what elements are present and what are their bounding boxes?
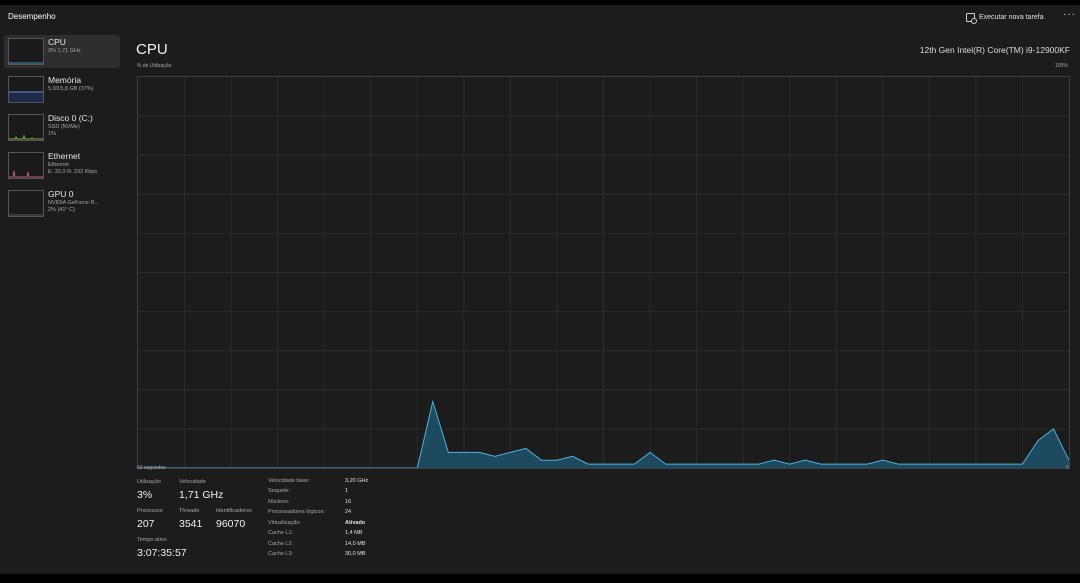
sidebar-item-detail: E: 32,0 R: 232 Kbps: [48, 169, 98, 175]
processes-label: Processos: [137, 508, 163, 514]
spec-value: 24: [345, 509, 352, 515]
handles-label: Identificadores: [216, 508, 252, 514]
sidebar-item-label: Disco 0 (C:): [48, 113, 93, 123]
graph-grid: [138, 77, 1069, 468]
sidebar-item-detail: NVIDIA GeForce R...: [48, 200, 100, 206]
sidebar-item-detail: Ethernet: [48, 162, 69, 168]
utilization-value: 3%: [137, 489, 153, 501]
spec-key: Velocidade base:: [268, 478, 310, 484]
gpu-thumbnail-graph: [8, 190, 44, 217]
sidebar-item-label: GPU 0: [48, 189, 74, 199]
y-axis-max-label: 100%: [1055, 63, 1068, 69]
sidebar-item-detail: 3% 1,71 GHz: [48, 48, 81, 54]
ethernet-thumbnail-graph: [8, 152, 44, 179]
title-bar: Desempenho Executar nova tarefa ···: [0, 5, 1080, 29]
uptime-value: 3:07:35:57: [137, 547, 187, 559]
sidebar-item-disk[interactable]: Disco 0 (C:) SSD (NVMe) 1%: [4, 111, 120, 144]
run-new-task-button[interactable]: Executar nova tarefa: [966, 10, 1044, 24]
sidebar-item-detail: SSD (NVMe): [48, 124, 80, 130]
sidebar-item-gpu[interactable]: GPU 0 NVIDIA GeForce R... 2% (41° C): [4, 187, 120, 220]
spec-value: 14,0 MB: [345, 541, 366, 547]
utilization-label: Utilização: [137, 479, 161, 485]
spec-key: Virtualização:: [268, 520, 301, 526]
cpu-graph-svg: [138, 77, 1069, 468]
run-task-icon: [966, 12, 977, 24]
spec-value: 1: [345, 488, 349, 494]
cpu-usage-line: [138, 399, 1069, 468]
run-new-task-label: Executar nova tarefa: [979, 13, 1044, 21]
cpu-thumbnail-graph: [8, 38, 44, 65]
threads-label: Threads: [179, 508, 200, 514]
more-options-icon[interactable]: ···: [1063, 9, 1076, 20]
cpu-utilization-graph: [137, 76, 1070, 469]
sidebar-item-label: CPU: [48, 37, 66, 47]
cpu-heading: CPU: [136, 41, 168, 58]
disk-thumbnail-graph: [8, 114, 44, 141]
spec-key: Cache L1:: [268, 530, 294, 536]
x-axis-right-label: 0: [1066, 465, 1069, 471]
speed-value: 1,71 GHz: [179, 489, 224, 501]
sidebar-item-detail: 1%: [48, 131, 56, 137]
sidebar-item-ethernet[interactable]: Ethernet Ethernet E: 32,0 R: 232 Kbps: [4, 149, 120, 182]
spec-key: Cache L2:: [268, 541, 294, 547]
memory-thumbnail-graph: [8, 76, 44, 103]
sidebar-item-detail: 2% (41° C): [48, 207, 75, 213]
sidebar-item-label: Memória: [48, 75, 82, 85]
cpu-model-name: 12th Gen Intel(R) Core(TM) i9-12900KF: [919, 45, 1070, 55]
spec-key: Núcleos:: [268, 499, 290, 505]
speed-label: Velocidade: [179, 479, 206, 485]
spec-value: 30,0 MB: [345, 551, 366, 557]
sidebar-item-label: Ethernet: [48, 151, 81, 161]
spec-value: 1,4 MB: [345, 530, 363, 536]
sidebar-item-detail: 5,9/15,8 GB (37%): [48, 86, 94, 92]
spec-value: Ativado: [345, 520, 366, 526]
task-manager-window: Desempenho Executar nova tarefa ··· CPU …: [0, 5, 1080, 574]
sidebar-item-memory[interactable]: Memória 5,9/15,8 GB (37%): [4, 73, 120, 106]
spec-key: Processadores lógicos:: [268, 509, 325, 515]
sidebar-item-cpu[interactable]: CPU 3% 1,71 GHz: [4, 35, 120, 68]
spec-value: 16: [345, 499, 352, 505]
uptime-label: Tempo ativo: [137, 537, 167, 543]
y-axis-label: % de Utilização: [137, 63, 172, 69]
x-axis-left-label: 60 segundos: [137, 465, 166, 471]
spec-key: Cache L3:: [268, 551, 294, 557]
page-title: Desempenho: [8, 12, 56, 21]
spec-value: 3,20 GHz: [345, 478, 369, 484]
threads-value: 3541: [179, 518, 203, 530]
processes-value: 207: [137, 518, 155, 530]
spec-key: Soquete:: [268, 488, 291, 494]
handles-value: 96070: [216, 518, 246, 530]
